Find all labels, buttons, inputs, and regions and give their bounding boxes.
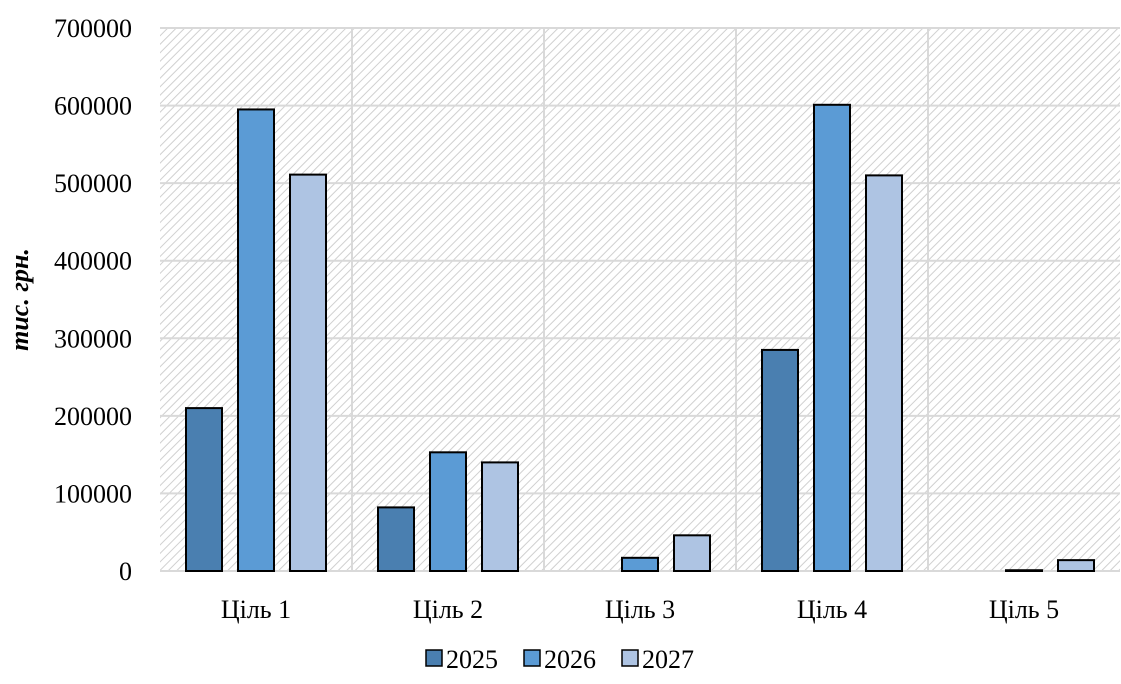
bar-2026-2 [429,451,467,572]
legend-swatch-2027 [621,649,639,667]
y-tick-label: 100000 [54,479,132,508]
y-tick-label: 0 [119,557,132,586]
x-category-label: Ціль 5 [989,595,1059,624]
x-category-label: Ціль 2 [413,595,483,624]
legend-label-2025: 2025 [446,645,498,674]
bar-2027-2 [481,461,519,572]
bar-2027-5 [1057,559,1095,573]
x-category-labels: Ціль 1 Ціль 2 Ціль 3 Ціль 4 Ціль 5 [221,595,1059,624]
y-tick-label: 200000 [54,402,132,431]
y-tick-label: 400000 [54,247,132,276]
legend: 2025 2026 2027 [425,645,694,674]
bar-2027-4 [865,174,903,572]
y-tick-label: 700000 [54,14,132,43]
x-category-label: Ціль 1 [221,595,291,624]
legend-swatch-2026 [523,649,541,667]
legend-swatch-2025 [425,649,443,667]
legend-label-2027: 2027 [642,645,694,674]
x-category-label: Ціль 3 [605,595,675,624]
bar-2025-2 [377,506,415,572]
bar-2025-1 [185,407,223,572]
bar-2025-4 [761,348,799,572]
legend-label-2026: 2026 [544,645,596,674]
bar-2026-5 [1005,569,1043,573]
bar-2026-1 [237,108,275,572]
bar-2027-1 [289,173,327,573]
x-category-label: Ціль 4 [797,595,867,624]
y-axis-label: тис. грн. [5,248,34,351]
y-tick-label: 600000 [54,92,132,121]
y-tick-label: 500000 [54,169,132,198]
bar-2026-4 [813,103,851,572]
bars [185,103,1095,573]
bar-2027-3 [673,534,711,572]
bar-2026-3 [621,556,659,573]
y-tick-label: 300000 [54,324,132,353]
y-tick-labels: 0 100000 200000 300000 400000 500000 600000 700… [54,14,132,586]
